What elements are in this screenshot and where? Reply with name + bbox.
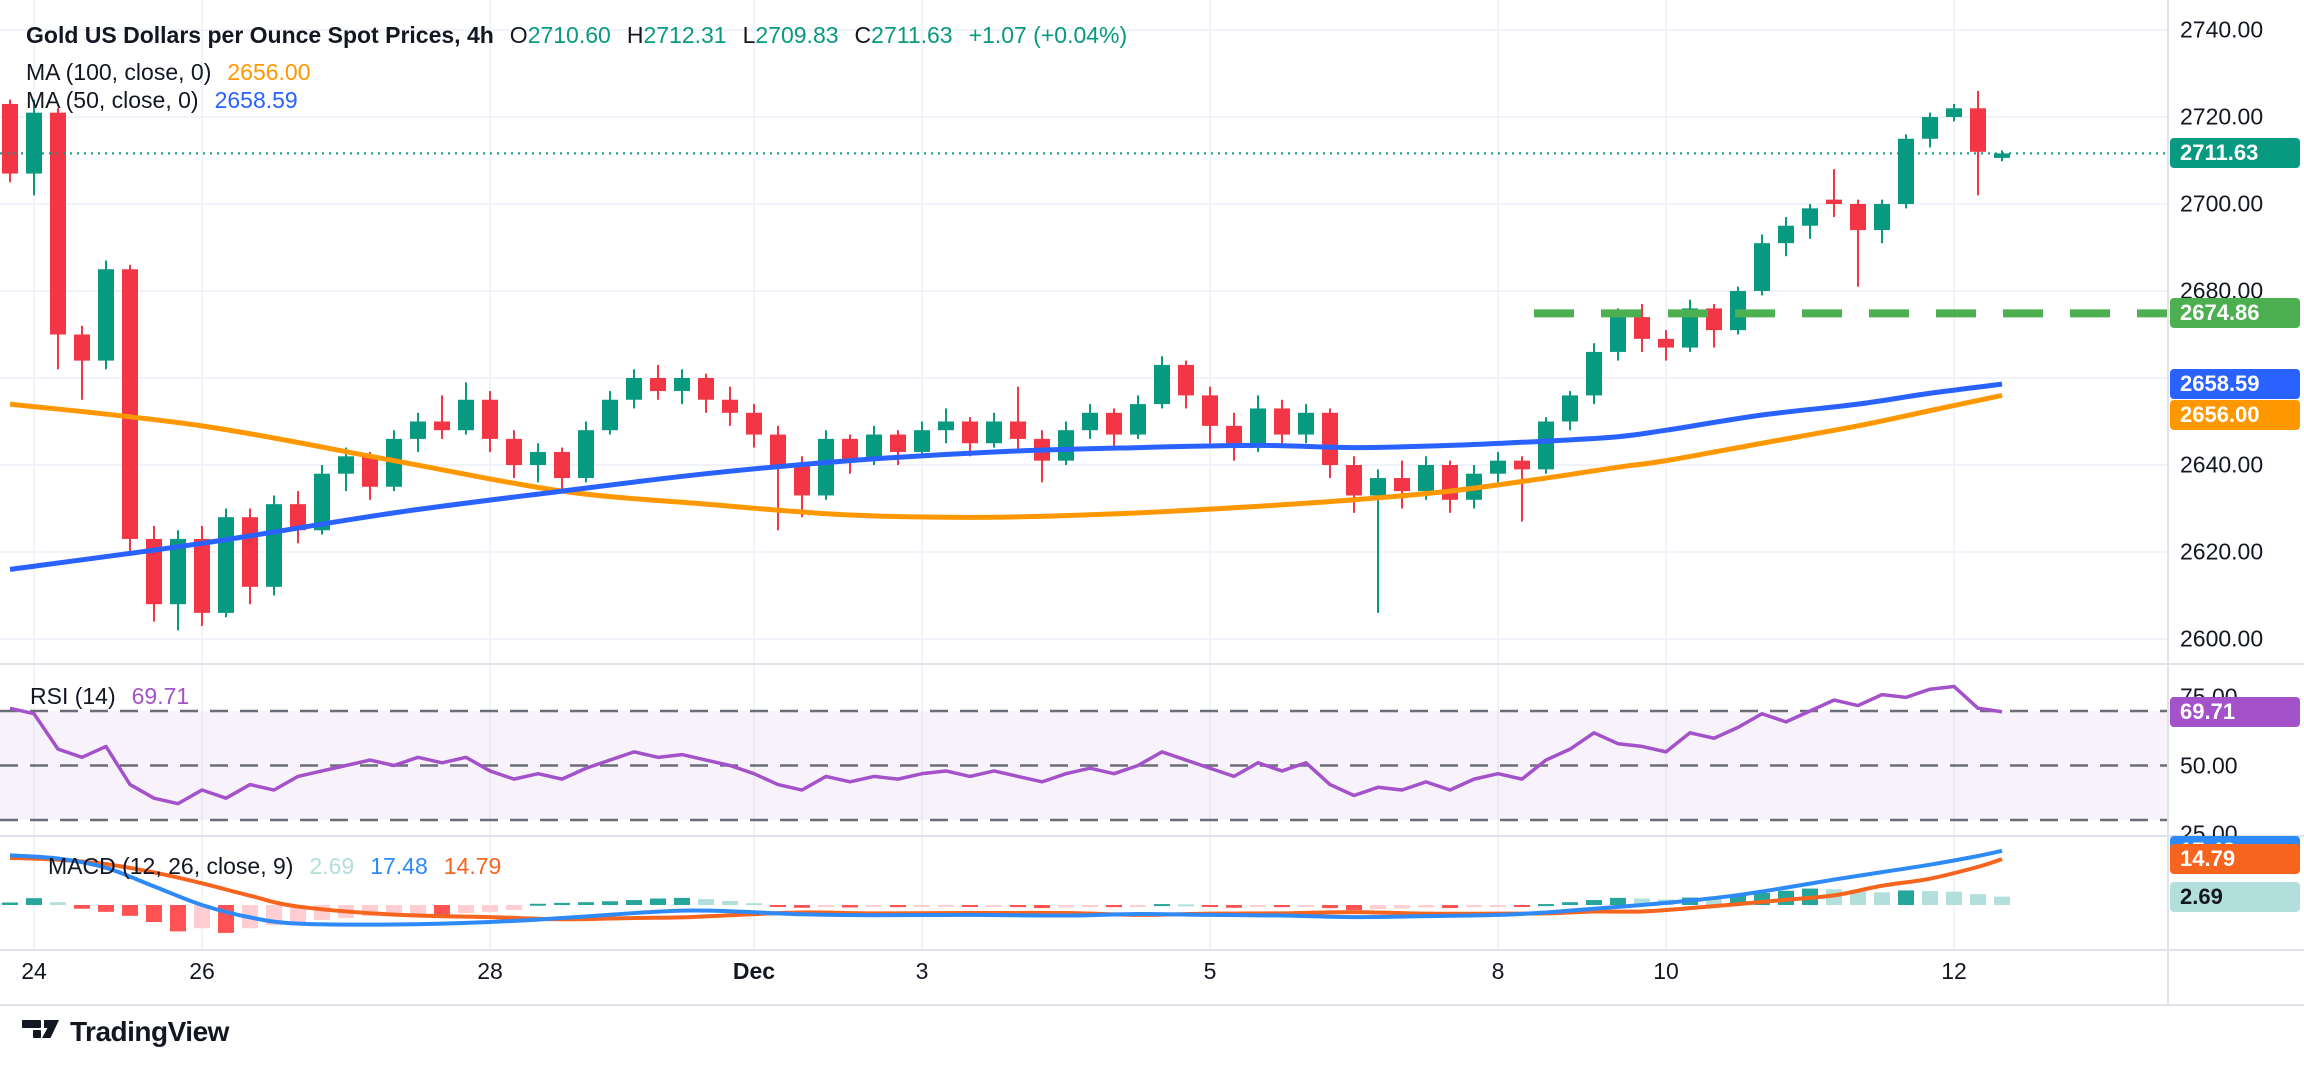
time-label-Dec: Dec — [732, 958, 776, 984]
tradingview-logo[interactable]: TradingView — [22, 1016, 229, 1048]
time-label-24: 24 — [21, 958, 47, 984]
time-label-10: 10 — [1653, 958, 1679, 984]
time-label-8: 8 — [1491, 958, 1505, 984]
ma50-value: 2658.59 — [214, 87, 298, 113]
price-tick-label: 2620.00 — [2180, 538, 2264, 565]
time-label-26: 26 — [189, 958, 215, 984]
ohlc-high: H2712.31 — [626, 22, 727, 48]
symbol-title: Gold US Dollars per Ounce Spot Prices, 4… — [26, 22, 494, 48]
ma100-label: MA (100, close, 0) — [26, 59, 212, 85]
time-label-5: 5 — [1203, 958, 1217, 984]
macd-hist-value: 2.69 — [309, 853, 355, 879]
time-label-3: 3 — [915, 958, 929, 984]
price-tick-label: 2640.00 — [2180, 451, 2264, 478]
price-badge: 2656.00 — [2170, 400, 2300, 431]
macd-line-value: 17.48 — [370, 853, 428, 879]
rsi-tick-label: 50.00 — [2180, 752, 2238, 778]
time-label-12: 12 — [1941, 958, 1967, 984]
tradingview-logo-icon — [22, 1020, 59, 1038]
ohlc-close: C2711.63 — [854, 22, 953, 48]
rsi-value: 69.71 — [131, 683, 190, 709]
ohlc-open: O2710.60 — [509, 22, 611, 48]
symbol-legend-row[interactable]: Gold US Dollars per Ounce Spot Prices, 4… — [26, 22, 1127, 49]
rsi-label: RSI (14) — [30, 683, 116, 709]
rsi-badge: 69.71 — [2170, 696, 2300, 727]
price-badge: 2674.86 — [2170, 298, 2300, 329]
ma50-legend-row[interactable]: MA (50, close, 0) 2658.59 — [26, 87, 298, 114]
price-badge: 2658.59 — [2170, 369, 2300, 400]
price-tick-label: 2720.00 — [2180, 103, 2264, 130]
macd-signal-value: 14.79 — [443, 853, 502, 879]
macd-badge: 2.69 — [2170, 881, 2300, 912]
tradingview-wordmark: TradingView — [70, 1016, 229, 1047]
time-label-28: 28 — [477, 958, 503, 984]
ma100-legend-row[interactable]: MA (100, close, 0) 2656.00 — [26, 59, 311, 86]
ma50-label: MA (50, close, 0) — [26, 87, 199, 113]
ohlc-low: L2709.83 — [742, 22, 839, 48]
macd-legend-row[interactable]: MACD (12, 26, close, 9) 2.69 17.48 14.79 — [48, 853, 501, 880]
price-tick-label: 2740.00 — [2180, 16, 2264, 43]
macd-label: MACD (12, 26, close, 9) — [48, 853, 294, 879]
price-tick-label: 2600.00 — [2180, 625, 2264, 652]
ma100-value: 2656.00 — [227, 59, 311, 85]
rsi-legend-row[interactable]: RSI (14) 69.71 — [30, 683, 189, 710]
price-badge: 2711.63 — [2170, 138, 2300, 169]
price-tick-label: 2700.00 — [2180, 190, 2264, 217]
macd-badge: 14.79 — [2170, 844, 2300, 875]
change-value: +1.07 (+0.04%) — [968, 22, 1128, 48]
